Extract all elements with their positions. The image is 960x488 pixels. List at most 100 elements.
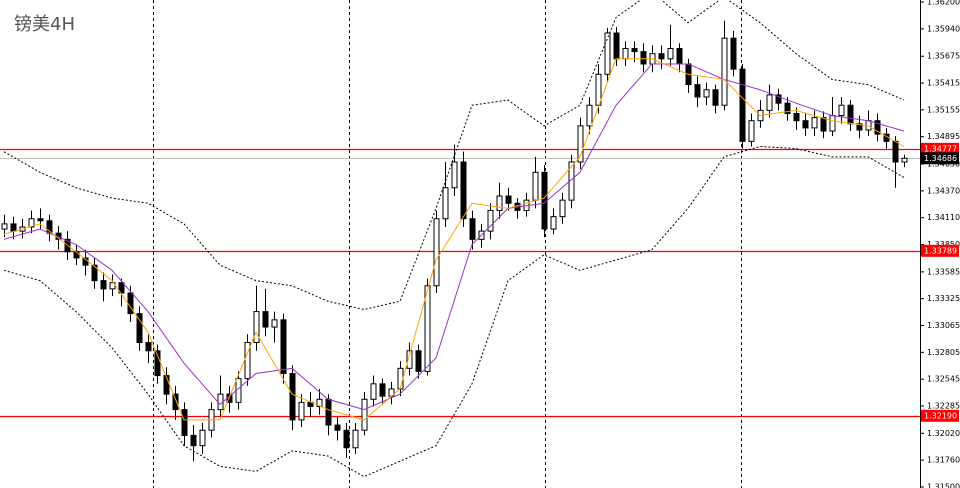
candle-body	[721, 37, 728, 106]
candle-body	[694, 84, 701, 98]
candle-body	[271, 319, 278, 328]
y-tick-label: 1.34110	[927, 213, 960, 222]
candle-body	[145, 342, 152, 352]
candle-body	[874, 120, 881, 135]
y-tick-label: 1.35155	[927, 105, 960, 114]
candle-body	[730, 37, 737, 70]
candle-body	[361, 398, 368, 431]
candle-body	[325, 398, 332, 426]
candle-body	[289, 372, 296, 421]
candle-body	[343, 429, 350, 449]
candle-body	[280, 319, 287, 374]
candle-body	[802, 120, 809, 129]
candle-body	[604, 32, 611, 75]
candle-body	[91, 264, 98, 282]
y-tick-label: 1.35415	[927, 79, 960, 88]
level-label: 1.34686	[924, 154, 957, 163]
candle-body	[172, 393, 179, 411]
level-label-box	[921, 142, 959, 155]
candle-body	[253, 311, 260, 344]
candle-body	[856, 123, 863, 131]
candle-body	[316, 398, 323, 407]
candle-body	[352, 429, 359, 449]
candle-body	[460, 161, 467, 220]
y-tick-label: 1.32020	[927, 429, 960, 438]
candle-body	[118, 282, 125, 294]
y-tick-label: 1.34370	[927, 186, 960, 195]
candle-body	[469, 218, 476, 240]
candle-body	[532, 171, 539, 201]
candle-body	[811, 117, 818, 129]
candle-body	[298, 401, 305, 421]
candle-body	[829, 115, 836, 132]
level-label-box	[921, 244, 959, 257]
candle-body	[775, 94, 782, 104]
candle-body	[1, 223, 8, 230]
candle-body	[10, 223, 17, 232]
y-tick-label: 1.33325	[927, 294, 960, 303]
candle-body	[901, 157, 908, 163]
candle-body	[199, 429, 206, 447]
candle-body	[496, 195, 503, 211]
y-tick-label: 1.31500	[927, 482, 960, 488]
candle-body	[28, 218, 35, 228]
bollinger-band	[3, 145, 905, 478]
moving-average	[3, 58, 905, 421]
y-tick-label: 1.36200	[927, 0, 960, 7]
y-tick-label: 1.33585	[927, 267, 960, 276]
candle-body	[127, 292, 134, 315]
candle-body	[568, 161, 575, 201]
candle-body	[487, 209, 494, 232]
candle-body	[676, 47, 683, 65]
level-label: 1.32190	[924, 411, 957, 420]
chart-title: 镑美4H	[14, 14, 75, 35]
candle-body	[577, 125, 584, 163]
candle-body	[154, 350, 161, 377]
candle-body	[334, 424, 341, 431]
candle-body	[559, 199, 566, 218]
candle-body	[748, 120, 755, 142]
candle-body	[838, 104, 845, 117]
candle-body	[613, 32, 620, 60]
candle-body	[181, 409, 188, 436]
y-tick-label: 1.34895	[927, 132, 960, 141]
y-tick-label: 1.33065	[927, 321, 960, 330]
candle-body	[37, 218, 44, 222]
candle-body	[703, 89, 710, 98]
candle-body	[244, 342, 251, 380]
candle-body	[667, 47, 674, 60]
candle-body	[820, 117, 827, 132]
y-tick-label: 1.31760	[927, 456, 960, 465]
candle-body	[550, 216, 557, 230]
y-tick-label: 1.32285	[927, 401, 960, 410]
candle-body	[640, 51, 647, 65]
level-label: 1.33789	[924, 246, 957, 255]
candle-body	[586, 104, 593, 127]
candle-body	[190, 434, 197, 447]
candle-body	[622, 47, 629, 60]
y-tick-label: 1.32805	[927, 348, 960, 357]
level-label-box	[921, 409, 959, 422]
candle-body	[505, 195, 512, 204]
candle-body	[766, 94, 773, 111]
candle-body	[784, 102, 791, 114]
candle-body	[379, 383, 386, 397]
candle-body	[163, 375, 170, 395]
y-tick-label: 1.33850	[927, 240, 960, 249]
candle-body	[433, 218, 440, 287]
candle-body	[739, 68, 746, 142]
y-tick-label: 1.32545	[927, 375, 960, 384]
candle-body	[136, 313, 143, 344]
candle-body	[262, 311, 269, 328]
level-label: 1.34777	[924, 144, 957, 153]
candle-body	[631, 47, 638, 53]
level-label-box	[921, 152, 959, 165]
candle-body	[406, 350, 413, 369]
candle-body	[793, 112, 800, 122]
candle-body	[847, 104, 854, 125]
candle-body	[712, 89, 719, 106]
y-tick-label: 1.35675	[927, 52, 960, 61]
candle-body	[424, 285, 431, 372]
